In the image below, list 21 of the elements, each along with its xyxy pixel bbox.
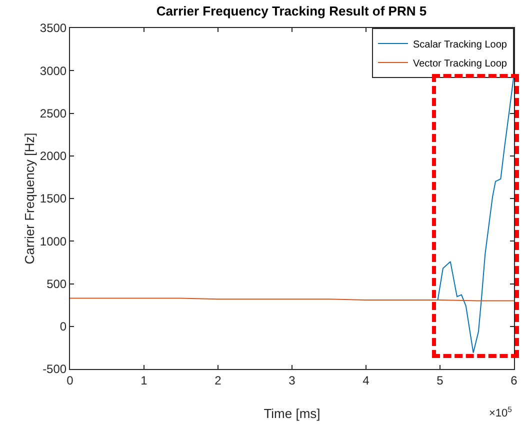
y-axis-title: Carrier Frequency [Hz] (22, 132, 37, 264)
y-tick-label: 3000 (40, 64, 67, 78)
y-tick-label: 1000 (40, 234, 67, 248)
text: ×10$^{5}$ (489, 405, 512, 420)
x-tick-label: 4 (362, 373, 370, 388)
chart-title: Carrier Frequency Tracking Result of PRN 5 (156, 4, 427, 19)
x-tick-label: 1 (140, 373, 148, 388)
y-tick-label: 3500 (40, 21, 67, 36)
y-tick-label: -500 (42, 362, 67, 376)
x-tick-label: 5 (436, 373, 444, 388)
y-tick-label: 2000 (40, 149, 67, 164)
y-tick-label: 500 (46, 276, 67, 291)
x-tick-label: 3 (288, 373, 296, 388)
legend-label: Vector Tracking Loop (413, 58, 508, 70)
legend-label: Scalar Tracking Loop (413, 39, 508, 50)
y-tick-label: 2500 (40, 106, 67, 120)
y-tick-label: 1500 (40, 192, 67, 206)
y-tick-label: 0 (60, 320, 67, 334)
x-tick-label: 6 (510, 373, 518, 388)
x-axis-title: Time [ms] (264, 406, 320, 421)
x-tick-label: 2 (214, 373, 222, 388)
